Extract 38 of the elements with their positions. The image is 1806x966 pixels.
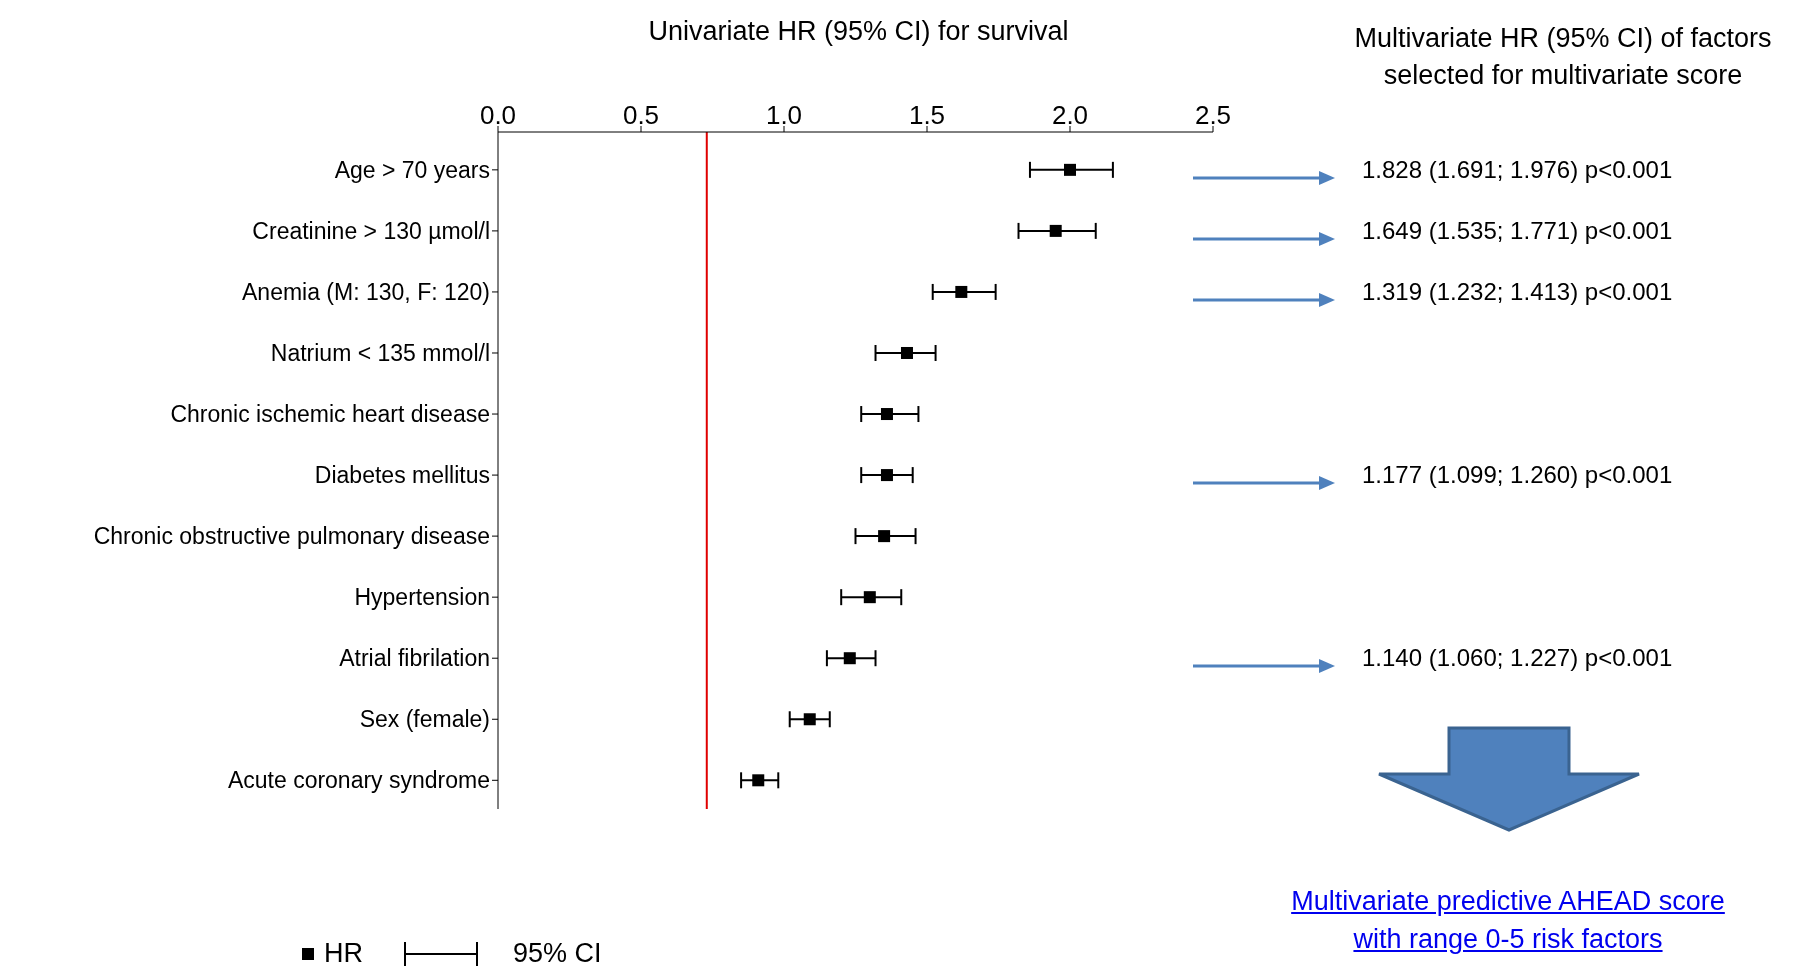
y-tick-label: Natrium < 135 mmol/l xyxy=(270,340,490,367)
y2-tick-label: 1.319 (1.232; 1.413) p<0.001 xyxy=(1362,277,1673,306)
x-tick-label: 2.0 xyxy=(1051,100,1089,130)
point xyxy=(752,774,765,787)
y2-tick-label: 1.177 (1.099; 1.260) p<0.001 xyxy=(1362,461,1673,490)
y-tick-label: Acute coronary syndrome xyxy=(227,767,490,794)
y2-tick-label: 1.649 (1.535; 1.771) p<0.001 xyxy=(1362,216,1673,245)
y2-tick-label: 1.140 (1.060; 1.227) p<0.001 xyxy=(1362,644,1673,673)
chart-title: Univariate HR (95% CI) for survival xyxy=(647,16,1070,47)
point xyxy=(1049,224,1062,237)
point xyxy=(880,408,893,421)
point xyxy=(803,713,816,726)
x-tick-label: 2.5 xyxy=(1194,100,1232,130)
x-tick-label: 1.0 xyxy=(765,100,803,130)
y-tick-label: Anemia (M: 130, F: 120) xyxy=(242,279,490,306)
y-tick-label: Age > 70 years xyxy=(334,157,490,184)
text: Multivariate HR (95% CI) of factors selected for multivariate score xyxy=(1353,22,1773,92)
point xyxy=(955,285,968,298)
y-tick-label: Chronic obstructive pulmonary disease xyxy=(93,523,490,550)
point xyxy=(863,591,876,604)
y-tick-label: Hypertension xyxy=(354,584,490,611)
y-tick-label: Chronic ischemic heart disease xyxy=(170,401,490,428)
y2-tick-label: 1.828 (1.691; 1.976) p<0.001 xyxy=(1362,155,1673,184)
point xyxy=(878,530,891,543)
x-tick-label: 0.5 xyxy=(622,100,660,130)
x-tick-label: 1.5 xyxy=(908,100,946,130)
text: 95% CI xyxy=(513,938,602,966)
text: Multivariate predictive AHEAD score with range 0-5 risk factors xyxy=(1290,885,1726,956)
y-tick-label: Sex (female) xyxy=(359,706,490,733)
point xyxy=(880,469,893,482)
point xyxy=(1064,163,1076,176)
y-tick-label: Atrial fibrilation xyxy=(339,645,490,672)
legend-label: HR xyxy=(324,938,363,966)
y-tick-label: Diabetes mellitus xyxy=(314,462,490,489)
point xyxy=(843,652,856,665)
x-tick-label: 0.0 xyxy=(479,100,517,130)
y-tick-label: Creatinine > 130 µmol/l xyxy=(252,218,490,245)
point xyxy=(900,346,913,359)
